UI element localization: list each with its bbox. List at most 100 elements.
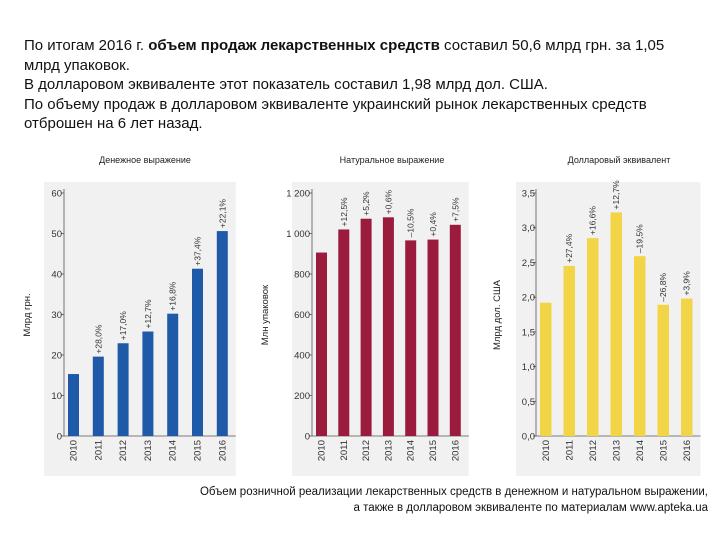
data-label: +7,5% xyxy=(450,197,460,222)
intro-p1-start: По итогам 2016 г. xyxy=(24,37,149,54)
y-tick-label: 2,0 xyxy=(522,293,535,304)
data-label: +5,2% xyxy=(361,191,371,216)
intro-p1-end: составил 50,6 млрд грн. за 1,05 млрд упа… xyxy=(24,37,665,74)
x-tick-label: 2014 xyxy=(406,440,417,461)
y-tick-label: 60 xyxy=(51,189,62,200)
intro-text: По итогам 2016 г. объем продаж лекарстве… xyxy=(24,36,704,134)
x-tick-label: 2013 xyxy=(383,440,394,461)
x-tick-label: 2015 xyxy=(428,440,439,461)
chart-title: Натуральное выражение xyxy=(340,155,445,165)
y-tick-label: 400 xyxy=(294,351,310,362)
y-tick-label: 2,5 xyxy=(522,258,535,269)
x-tick-label: 2015 xyxy=(658,440,669,461)
data-label: +0,4% xyxy=(428,212,438,237)
bar-2015 xyxy=(657,304,669,436)
bar-2010 xyxy=(68,374,79,436)
y-tick-label: 1,5 xyxy=(522,327,535,338)
x-tick-label: 2014 xyxy=(168,440,179,461)
bar-2016 xyxy=(681,298,693,436)
bar-2010 xyxy=(316,252,327,436)
bar-2013 xyxy=(142,331,154,436)
data-label: +37,4% xyxy=(193,236,203,266)
y-tick-label: 200 xyxy=(294,391,310,402)
x-tick-label: 2015 xyxy=(193,440,204,461)
data-label: +3,9% xyxy=(682,271,692,296)
caption-line-2: а также в долларовом эквиваленте по мате… xyxy=(353,502,709,514)
y-tick-label: 0,0 xyxy=(522,432,535,443)
x-tick-label: 2010 xyxy=(541,440,552,461)
caption-line-1: Объем розничной реализации лекарственных… xyxy=(199,486,708,498)
figure-caption: Объем розничной реализации лекарственных… xyxy=(40,484,708,516)
x-tick-label: 2016 xyxy=(450,440,461,461)
data-label: +28,0% xyxy=(93,324,103,354)
chart-panel-3: Долларовый эквивалент Млрд дол. США 0,0 0,5… xyxy=(492,155,701,476)
x-tick-label: 2011 xyxy=(564,440,575,460)
y-tick-label: 10 xyxy=(51,391,62,402)
bar-2012 xyxy=(587,238,599,436)
bar-2011 xyxy=(92,356,104,436)
bar-2014 xyxy=(634,256,646,436)
bar-2014 xyxy=(167,313,179,436)
intro-paragraph-3: По объему продаж в долларовом эквивалент… xyxy=(24,95,647,133)
data-label: +16,6% xyxy=(588,206,598,236)
y-tick-label: 20 xyxy=(51,351,62,362)
data-label: –10,5% xyxy=(406,208,416,237)
data-label: –19,5% xyxy=(635,224,645,253)
bar-2011 xyxy=(563,265,575,436)
x-tick-label: 2012 xyxy=(118,440,129,461)
x-tick-label: 2016 xyxy=(217,440,228,461)
data-label: +22,1% xyxy=(217,199,227,229)
chart-title: Долларовый эквивалент xyxy=(568,155,671,165)
x-tick-label: 2014 xyxy=(635,440,646,461)
x-tick-label: 2010 xyxy=(317,440,328,461)
x-tick-label: 2011 xyxy=(339,440,350,460)
x-tick-label: 2011 xyxy=(93,440,104,460)
y-tick-label: 30 xyxy=(51,310,62,321)
data-label: +12,7% xyxy=(611,180,621,210)
bar-2012 xyxy=(360,218,372,436)
x-tick-label: 2012 xyxy=(588,440,599,461)
x-tick-label: 2012 xyxy=(361,440,372,461)
bar-2016 xyxy=(449,224,461,436)
y-tick-label: 1 200 xyxy=(286,189,310,200)
y-axis-label: Млрд грн. xyxy=(22,293,33,336)
y-tick-label: 3,5 xyxy=(522,189,535,200)
intro-paragraph-1: По итогам 2016 г. объем продаж лекарстве… xyxy=(24,36,704,75)
x-tick-label: 2013 xyxy=(611,440,622,461)
bar-2013 xyxy=(382,217,394,436)
y-tick-label: 50 xyxy=(51,229,62,240)
bar-2011 xyxy=(338,229,350,436)
intro-paragraph-2: В долларовом эквиваленте этот показатель… xyxy=(24,76,548,93)
data-label: +16,8% xyxy=(168,281,178,311)
intro-p1-emphasis: объем продаж лекарственных средств xyxy=(148,37,440,54)
data-label: +0,6% xyxy=(383,190,393,215)
y-axis-label: Млрд дол. США xyxy=(492,279,503,350)
bar-2010 xyxy=(540,302,552,436)
bar-2012 xyxy=(117,343,129,436)
data-label: +12,5% xyxy=(339,197,349,227)
data-label: –26,8% xyxy=(658,273,668,302)
x-tick-label: 2016 xyxy=(682,440,693,461)
y-tick-label: 0 xyxy=(57,432,62,443)
y-tick-label: 3,0 xyxy=(522,223,535,234)
x-tick-label: 2010 xyxy=(69,440,80,461)
y-tick-label: 600 xyxy=(294,310,310,321)
bar-2013 xyxy=(610,212,622,436)
data-label: +12,7% xyxy=(143,299,153,329)
bar-2014 xyxy=(405,240,417,436)
y-tick-label: 0 xyxy=(305,432,310,443)
y-tick-label: 40 xyxy=(51,270,62,281)
data-label: +17,0% xyxy=(118,311,128,341)
y-axis-label: Млн упаковок xyxy=(260,284,271,345)
chart-panel-1: Денежное выражение Млрд грн. 0 10 20 30 40 50 60… xyxy=(22,155,236,476)
x-tick-label: 2013 xyxy=(143,440,154,461)
y-tick-label: 0,5 xyxy=(522,397,535,408)
bar-2016 xyxy=(216,231,228,436)
chart-title: Денежное выражение xyxy=(99,155,191,165)
bar-2015 xyxy=(427,239,439,436)
bar-2015 xyxy=(192,268,203,436)
data-label: +27,4% xyxy=(564,233,574,263)
y-tick-label: 800 xyxy=(294,270,310,281)
chart-panel-2: Натуральное выражение Млн упаковок 0 200 400… xyxy=(260,155,469,476)
